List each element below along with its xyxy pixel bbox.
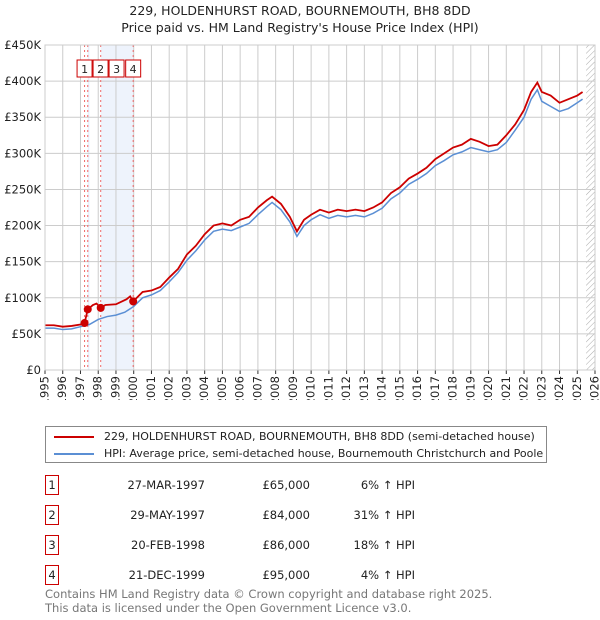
x-tick-label: 2023 [534,376,548,400]
legend-label: HPI: Average price, semi-detached house,… [104,447,544,460]
sale-label-box [125,59,142,78]
x-tick-label: 1999 [108,376,122,400]
legend-label: 229, HOLDENHURST ROAD, BOURNEMOUTH, BH8 … [104,430,535,443]
sale-point [83,305,92,314]
transaction-hpi: 6% ↑ HPI [360,478,415,492]
y-tick-label: £200K [4,219,41,233]
y-tick-label: £450K [4,38,41,52]
transaction-price: £86,000 [262,538,310,552]
legend: 229, HOLDENHURST ROAD, BOURNEMOUTH, BH8 … [45,426,547,463]
sale-label: 4 [130,63,137,76]
x-tick-label: 2008 [268,376,282,400]
y-tick-label: £400K [4,74,41,88]
sale-label-box [108,59,125,78]
x-tick-label: 2001 [144,376,158,400]
sale-label: 3 [113,63,120,76]
transaction-hpi: 31% ↑ HPI [353,508,415,522]
chart-title: 229, HOLDENHURST ROAD, BOURNEMOUTH, BH8 … [129,3,471,18]
transaction-hpi: 18% ↑ HPI [353,538,415,552]
x-tick-label: 1997 [73,376,87,400]
legend-item-property: 229, HOLDENHURST ROAD, BOURNEMOUTH, BH8 … [54,428,535,445]
x-tick-label: 1998 [91,376,105,400]
chart-subtitle: Price paid vs. HM Land Registry's House … [121,20,479,35]
x-tick-label: 2015 [392,376,406,400]
transaction-date: 29-MAY-1997 [130,508,205,522]
property-price-line [45,80,584,328]
x-tick-label: 2024 [552,376,566,400]
x-tick-label: 2025 [570,376,584,400]
x-tick-label: 2019 [463,376,477,400]
transaction-number: 1 [45,475,59,495]
legend-item-hpi: HPI: Average price, semi-detached house,… [54,445,543,462]
sale-shade [87,45,90,370]
x-tick-label: 2002 [162,376,176,400]
x-tick-label: 2021 [499,376,513,400]
sale-point [80,319,89,328]
x-tick-label: 2012 [339,376,353,400]
x-tick-label: 2022 [517,376,531,400]
transaction-number: 2 [45,505,59,525]
x-tick-label: 2004 [197,376,211,400]
transaction-number: 3 [45,535,59,555]
footer-line-2: This data is licensed under the Open Gov… [45,601,412,615]
x-tick-label: 2005 [215,376,229,400]
sale-shade [100,45,134,370]
x-tick-label: 1995 [38,376,52,400]
y-tick-label: £100K [4,291,41,305]
x-tick-label: 2000 [126,376,140,400]
transaction-date: 27-MAR-1997 [127,478,205,492]
y-tick-label: £150K [4,255,41,269]
transaction-hpi: 4% ↑ HPI [360,568,415,582]
transaction-date: 20-FEB-1998 [131,538,205,552]
sale-point [129,297,138,306]
x-tick-label: 2006 [233,376,247,400]
x-tick-label: 2007 [250,376,264,400]
x-tick-label: 2026 [588,376,600,400]
x-tick-label: 2014 [375,376,389,400]
transaction-price: £84,000 [262,508,310,522]
legend-swatch-red [54,435,94,438]
plot-border [44,44,596,371]
x-tick-label: 1996 [55,376,69,400]
transaction-price: £95,000 [262,568,310,582]
sale-label: 2 [97,63,104,76]
future-hatch [586,45,595,370]
hpi-line [45,88,584,331]
footer-line-1: Contains HM Land Registry data © Crown c… [45,587,493,601]
y-tick-label: £250K [4,182,41,196]
y-tick-label: £350K [4,110,41,124]
sale-point [96,303,105,312]
x-tick-label: 2018 [446,376,460,400]
x-tick-label: 2011 [321,376,335,400]
sale-label: 1 [81,63,88,76]
sale-label-box [76,59,93,78]
x-tick-label: 2013 [357,376,371,400]
price-chart: 1995 1996 1997 1998 1999 2000 2001 2002 2003 2004… [4,38,600,400]
x-tick-label: 2017 [428,376,442,400]
x-tick-label: 2020 [481,376,495,400]
y-tick-label: £0 [26,363,41,377]
legend-swatch-blue [54,452,94,455]
transaction-date: 21-DEC-1999 [128,568,205,582]
sale-label-box [92,59,109,78]
x-tick-label: 2016 [410,376,424,400]
x-tick-label: 2009 [286,376,300,400]
y-tick-label: £300K [4,146,41,160]
transaction-number: 4 [45,565,59,585]
transaction-price: £65,000 [262,478,310,492]
x-tick-label: 2003 [179,376,193,400]
plot-area [45,45,595,370]
y-tick-label: £50K [12,327,42,341]
x-tick-label: 2010 [304,376,318,400]
